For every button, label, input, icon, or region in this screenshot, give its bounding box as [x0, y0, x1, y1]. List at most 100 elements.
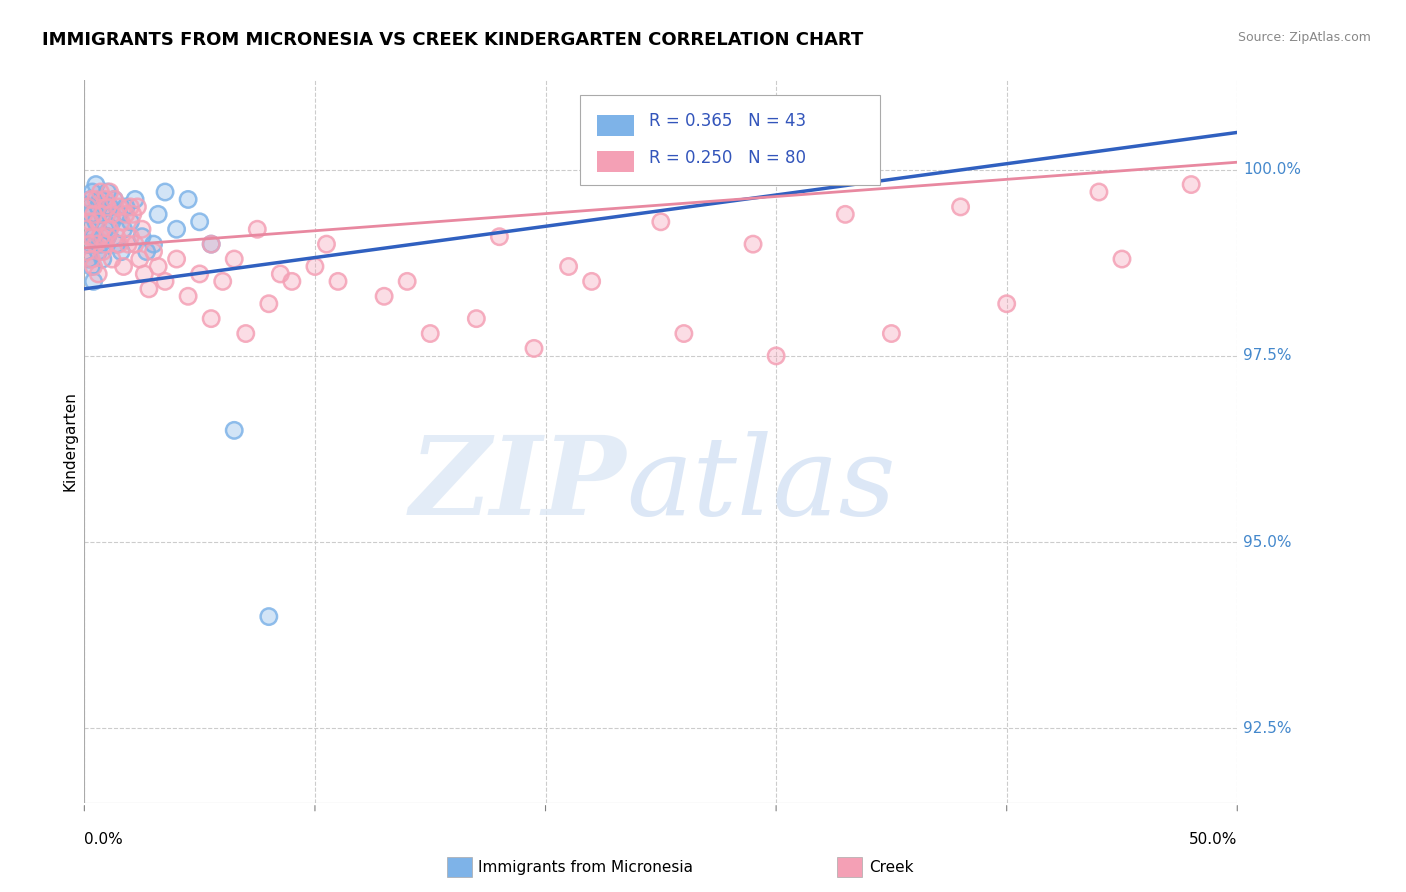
Point — [96, 229, 118, 244]
Point — [79, 237, 101, 252]
Point — [83, 229, 105, 244]
Point — [200, 237, 222, 252]
Point — [80, 207, 103, 221]
Point — [105, 229, 128, 244]
Point — [121, 207, 143, 221]
Point — [94, 193, 117, 207]
Point — [396, 274, 419, 288]
Point — [281, 274, 304, 288]
Point — [91, 207, 114, 221]
Point — [177, 289, 200, 303]
Point — [124, 237, 146, 252]
Point — [108, 200, 131, 214]
Point — [91, 207, 114, 221]
Point — [200, 237, 222, 252]
Point — [89, 193, 111, 207]
Point — [315, 237, 337, 252]
Point — [101, 207, 124, 221]
Point — [87, 200, 110, 214]
Point — [79, 215, 101, 229]
Point — [76, 200, 98, 214]
Point — [177, 193, 200, 207]
Point — [177, 289, 200, 303]
Point — [166, 222, 188, 236]
Text: R = 0.365   N = 43: R = 0.365 N = 43 — [650, 112, 807, 130]
Point — [765, 349, 787, 363]
Point — [101, 252, 124, 266]
Point — [101, 207, 124, 221]
Point — [80, 260, 103, 274]
Point — [108, 207, 131, 221]
Point — [82, 185, 104, 199]
Point — [672, 326, 695, 341]
Point — [834, 207, 856, 221]
Point — [128, 252, 150, 266]
Point — [94, 237, 117, 252]
Point — [138, 282, 160, 296]
Point — [1111, 252, 1133, 266]
Point — [581, 274, 603, 288]
Text: Source: ZipAtlas.com: Source: ZipAtlas.com — [1237, 31, 1371, 45]
Point — [142, 244, 165, 259]
Point — [87, 200, 110, 214]
Point — [76, 244, 98, 259]
Point — [211, 274, 233, 288]
FancyBboxPatch shape — [598, 152, 634, 172]
Point — [96, 229, 118, 244]
Point — [79, 237, 101, 252]
Point — [138, 282, 160, 296]
Point — [96, 200, 118, 214]
Text: atlas: atlas — [626, 431, 896, 539]
Point — [84, 193, 107, 207]
Point — [742, 237, 765, 252]
Point — [117, 237, 139, 252]
Text: Creek: Creek — [869, 860, 914, 874]
Point — [304, 260, 326, 274]
Bar — [837, 857, 862, 877]
Point — [96, 185, 118, 199]
Point — [83, 260, 105, 274]
Point — [82, 229, 104, 244]
Point — [83, 274, 105, 288]
Point — [89, 229, 111, 244]
Point — [153, 274, 176, 288]
Point — [650, 215, 672, 229]
Point — [110, 215, 132, 229]
Point — [1088, 185, 1111, 199]
Point — [188, 267, 211, 281]
Point — [76, 200, 98, 214]
Point — [89, 229, 111, 244]
Point — [146, 260, 169, 274]
Point — [995, 297, 1018, 311]
Point — [91, 252, 114, 266]
Point — [124, 237, 146, 252]
Point — [80, 252, 103, 266]
Point — [98, 200, 121, 214]
Point — [200, 237, 222, 252]
Point — [105, 237, 128, 252]
Point — [146, 260, 169, 274]
Point — [1180, 178, 1202, 192]
Point — [79, 193, 101, 207]
Point — [108, 237, 131, 252]
Point — [1111, 252, 1133, 266]
Point — [166, 252, 188, 266]
Point — [115, 200, 138, 214]
Point — [84, 237, 107, 252]
Point — [269, 267, 291, 281]
Point — [83, 207, 105, 221]
Point — [101, 215, 124, 229]
Point — [105, 229, 128, 244]
Point — [84, 215, 107, 229]
Point — [121, 207, 143, 221]
Point — [142, 244, 165, 259]
Point — [200, 311, 222, 326]
Point — [134, 267, 156, 281]
Point — [89, 237, 111, 252]
Y-axis label: Kindergarten: Kindergarten — [62, 392, 77, 491]
Point — [103, 193, 125, 207]
Point — [166, 252, 188, 266]
Point — [188, 215, 211, 229]
Point — [94, 222, 117, 236]
Text: IMMIGRANTS FROM MICRONESIA VS CREEK KINDERGARTEN CORRELATION CHART: IMMIGRANTS FROM MICRONESIA VS CREEK KIND… — [42, 31, 863, 49]
